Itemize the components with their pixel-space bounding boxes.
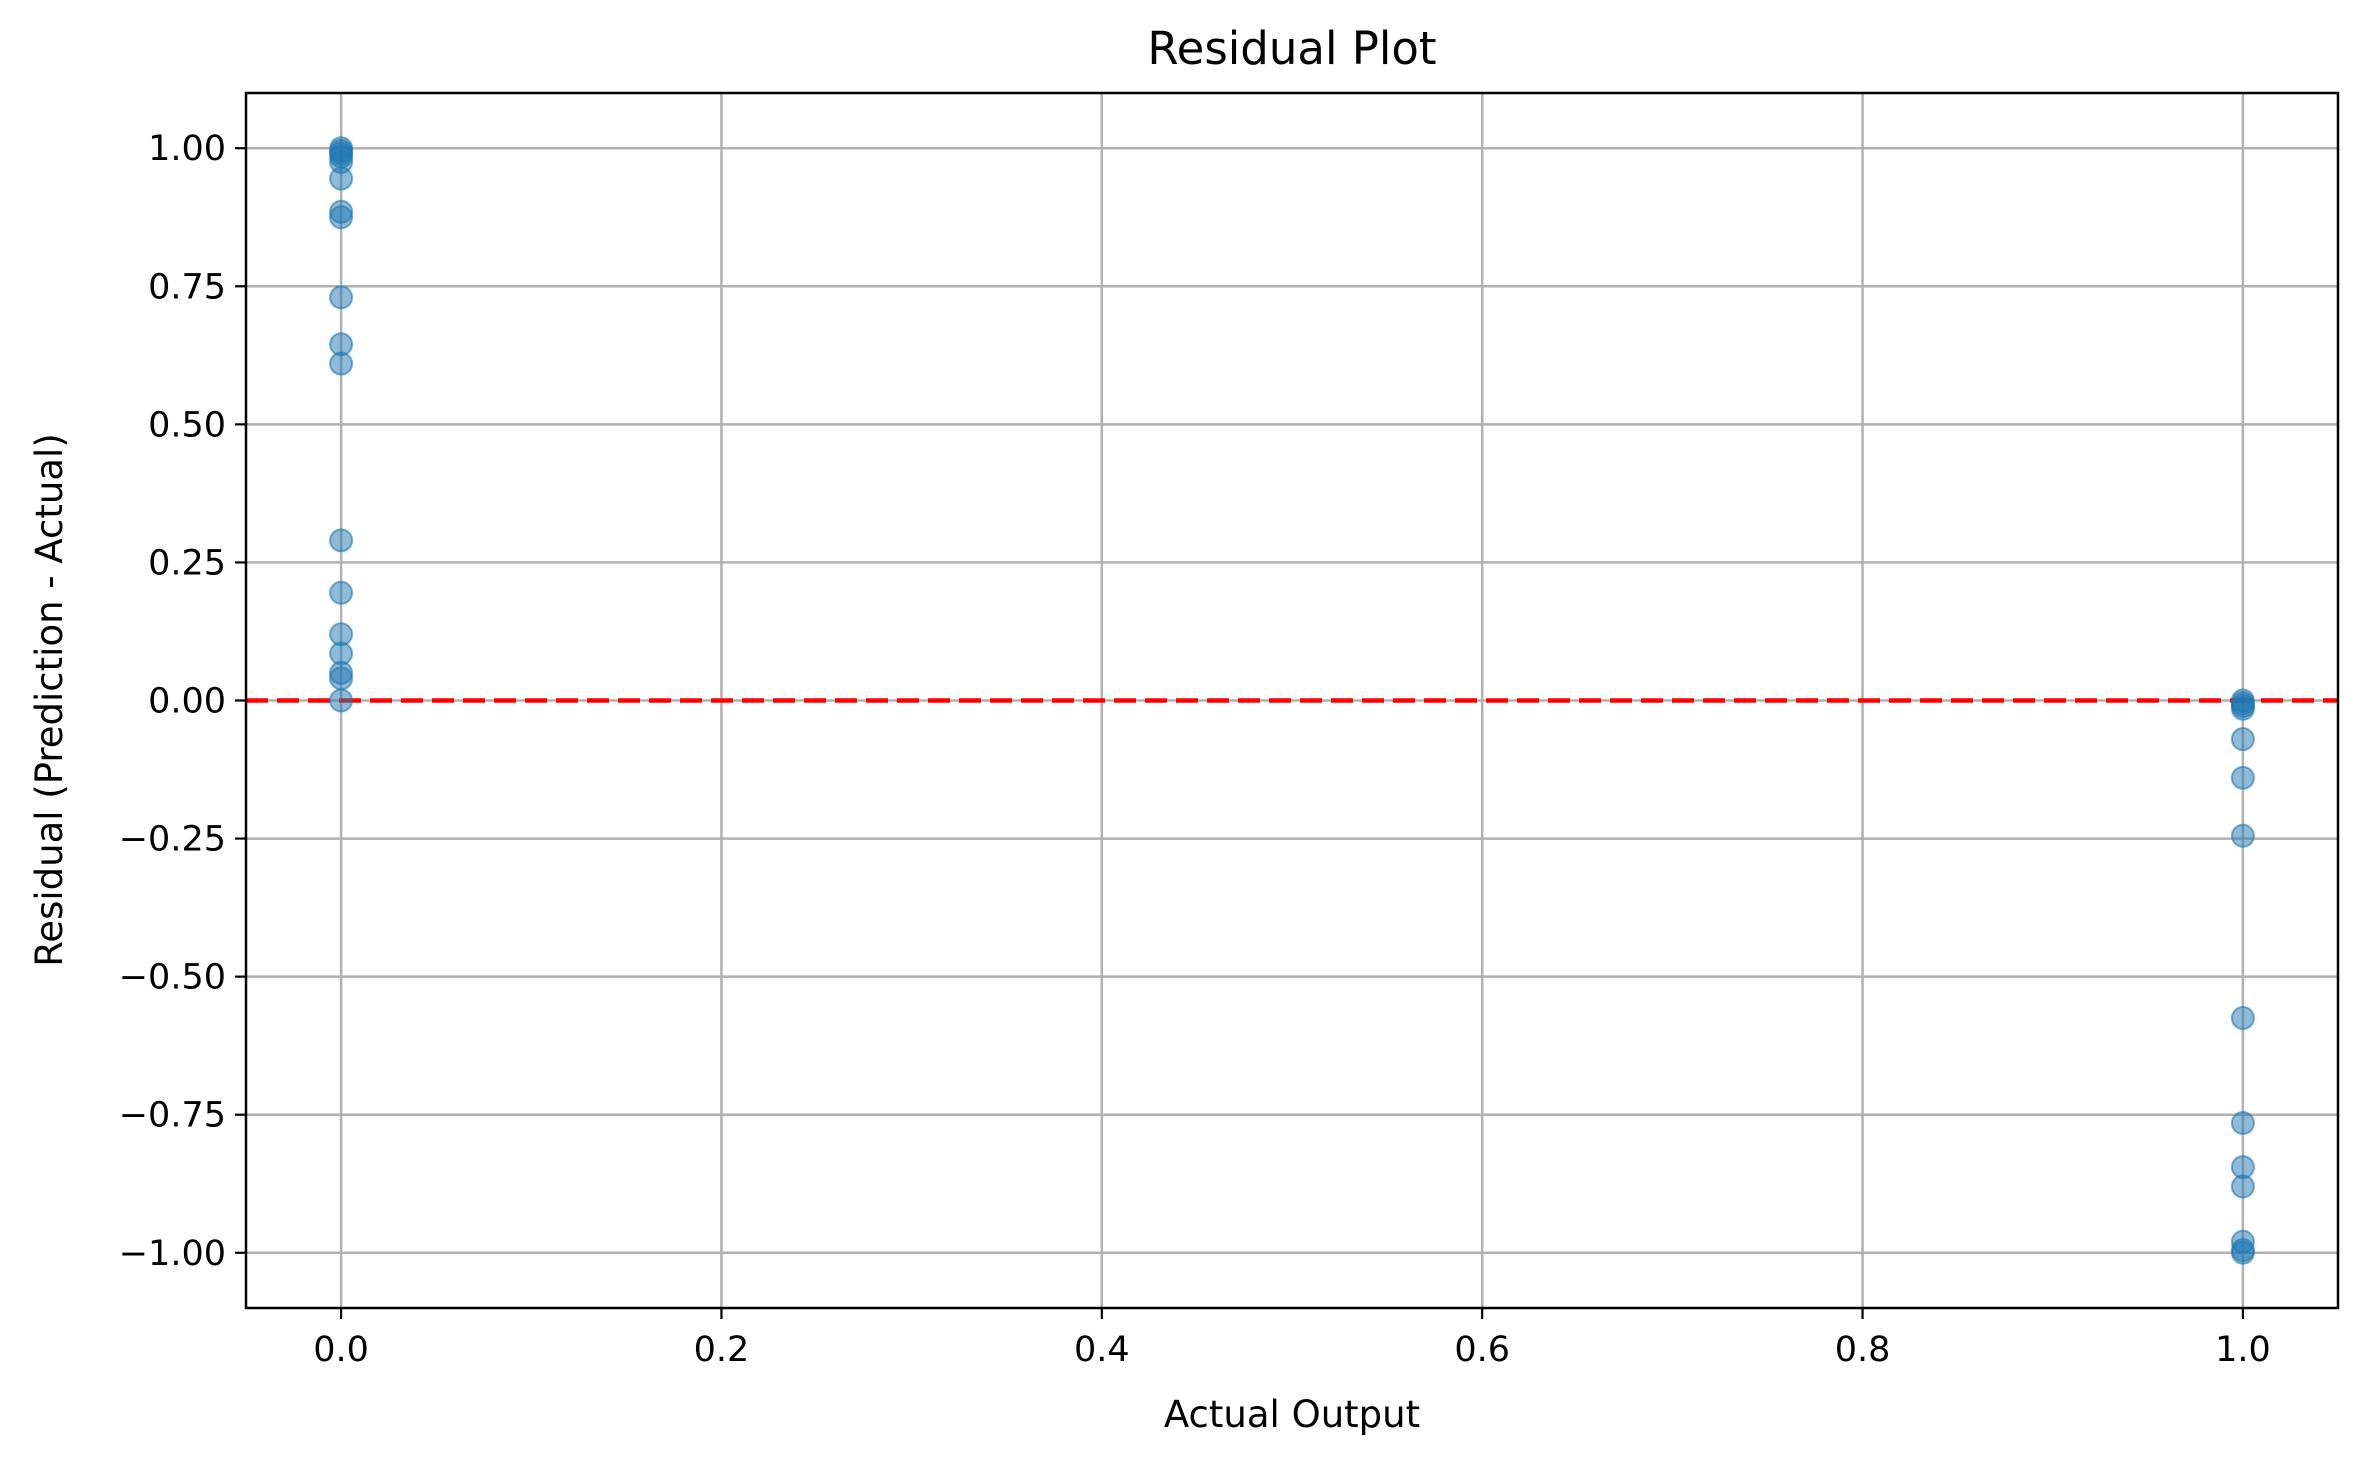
- scatter-point: [329, 580, 354, 605]
- y-tick-label: −0.75: [119, 1096, 226, 1136]
- scatter-point: [2230, 823, 2255, 848]
- y-tick-label: −0.50: [119, 958, 226, 998]
- scatter-point: [329, 205, 354, 230]
- scatter-point: [2230, 696, 2255, 721]
- y-tick-label: 0.00: [148, 682, 226, 722]
- x-tick-label: 0.2: [694, 1330, 750, 1370]
- y-tick-label: 1.00: [148, 129, 226, 169]
- x-tick-label: 0.4: [1074, 1330, 1130, 1370]
- scatter-point: [329, 688, 354, 713]
- x-tick-label: 1.0: [2215, 1330, 2271, 1370]
- x-tick-label: 0.0: [313, 1330, 369, 1370]
- axis-ticks: 0.0 0.2 0.4 0.6 0.8 1.0 1.00 0.75 0.50 0.25 0.00 −0…: [119, 129, 2271, 1370]
- scatter-point: [2230, 1174, 2255, 1199]
- y-tick-label: 0.50: [148, 405, 226, 445]
- x-axis-label: Actual Output: [1164, 1393, 1420, 1436]
- scatter-point: [329, 528, 354, 553]
- y-tick-label: −1.00: [119, 1234, 226, 1274]
- x-tick-label: 0.8: [1835, 1330, 1891, 1370]
- scatter-point: [2230, 727, 2255, 752]
- chart-title: Residual Plot: [1147, 22, 1436, 75]
- scatter-point: [2230, 765, 2255, 790]
- y-axis-label: Residual (Prediction - Actual): [28, 433, 71, 966]
- scatter-point: [329, 285, 354, 310]
- y-tick-label: 0.25: [148, 543, 226, 583]
- scatter-point: [2230, 1110, 2255, 1135]
- scatter-points: [329, 136, 2255, 1265]
- scatter-point: [329, 666, 354, 691]
- scatter-point: [329, 351, 354, 376]
- x-tick-label: 0.6: [1454, 1330, 1510, 1370]
- y-tick-label: 0.75: [148, 267, 226, 307]
- scatter-point: [2230, 1240, 2255, 1265]
- y-tick-label: −0.25: [119, 820, 226, 860]
- scatter-point: [329, 166, 354, 191]
- scatter-point: [2230, 1006, 2255, 1031]
